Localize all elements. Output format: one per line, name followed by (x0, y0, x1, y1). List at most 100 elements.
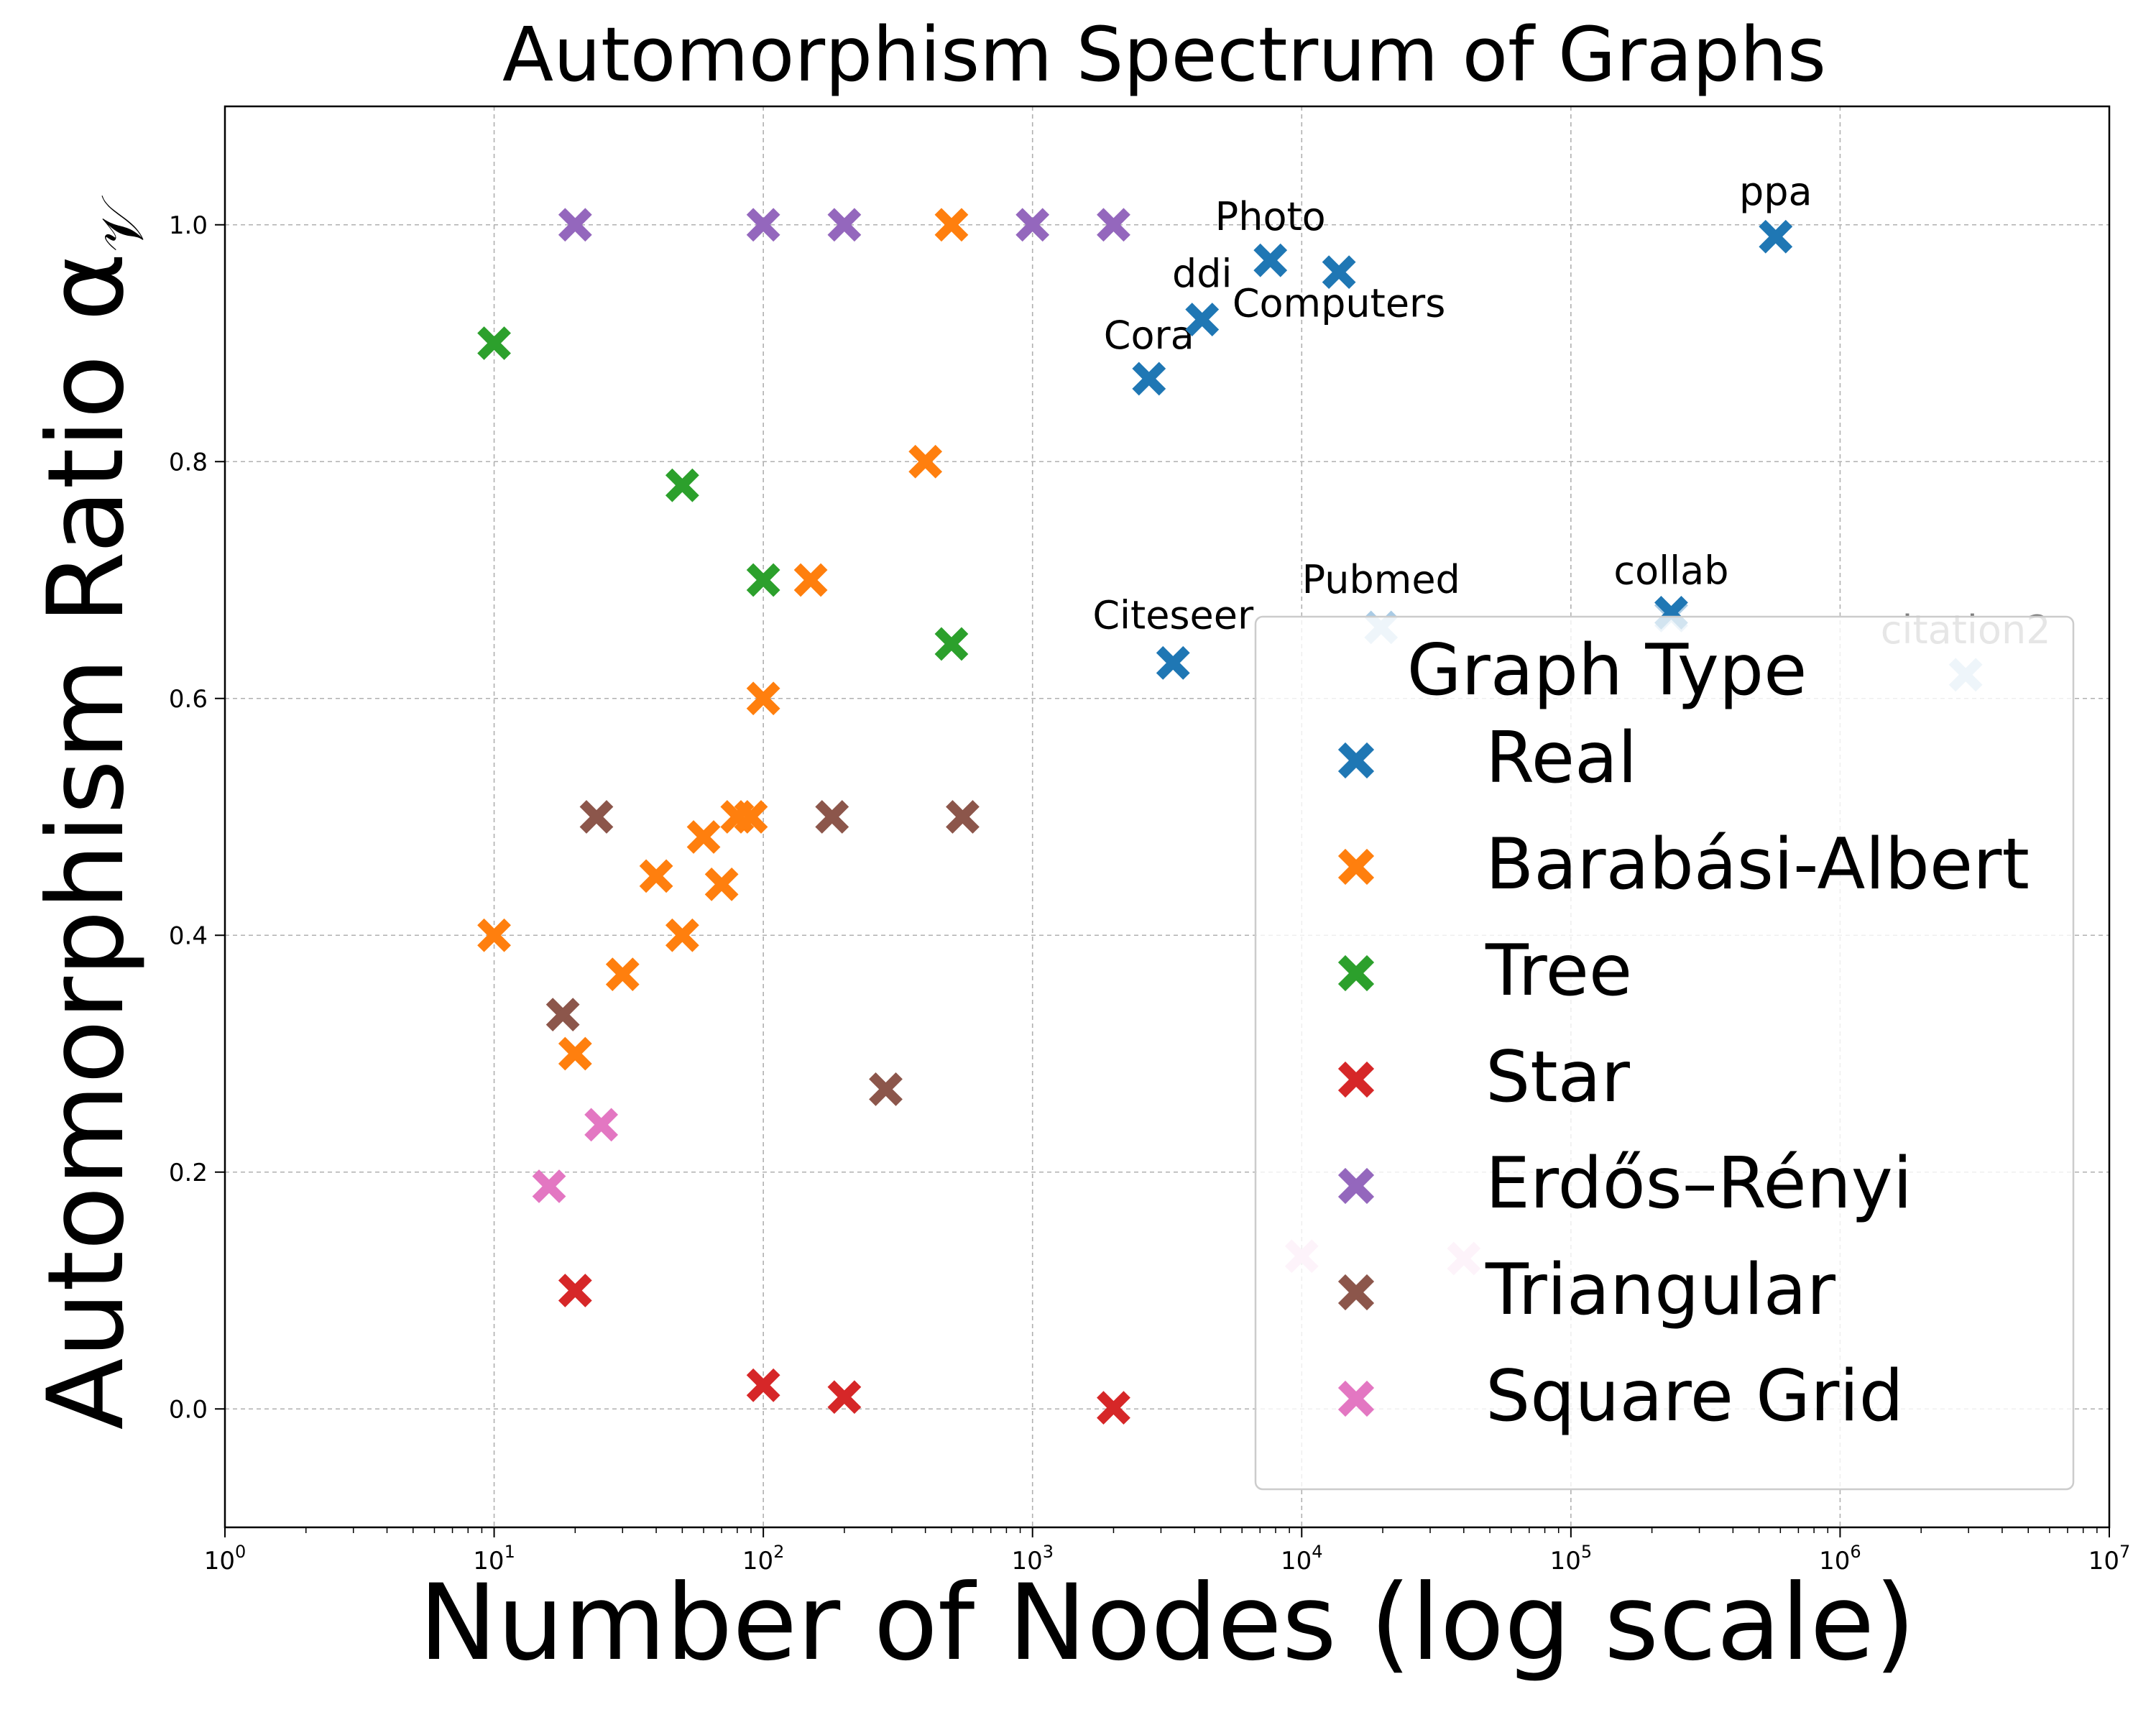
y-axis-ticks: 0.0 0.2 0.4 0.6 0.8 1.0 (169, 211, 225, 1424)
data-point (1253, 243, 1288, 277)
data-point (579, 800, 614, 834)
x-tick-exponent: 6 (1850, 1542, 1861, 1562)
data-point (605, 957, 640, 992)
x-tick-exponent: 4 (1312, 1542, 1322, 1562)
data-point (827, 1380, 862, 1414)
point-annotation: ppa (1739, 169, 1812, 214)
data-point (558, 1274, 592, 1307)
x-tick-label: 105 (1550, 1542, 1593, 1576)
legend-label: Barabási-Albert (1485, 824, 2030, 906)
x-axis-label: Number of Nodes (log scale) (419, 1562, 1916, 1684)
plot-area: 100 101 102 103 104 105 106 107 0.00.20.40.60.8… (169, 105, 2131, 1576)
data-points (477, 208, 1983, 1425)
data-point (1156, 645, 1190, 680)
data-point (558, 208, 592, 242)
y-axis-label-main: Automorphism Ratio α (25, 252, 147, 1430)
point-annotation: Pubmed (1302, 557, 1460, 602)
x-tick-exponent: 1 (505, 1542, 515, 1562)
data-point (793, 563, 828, 597)
x-tick-base: 10 (473, 1547, 504, 1576)
x-tick-exponent: 5 (1581, 1542, 1592, 1562)
data-point (1097, 1391, 1130, 1425)
x-tick-base: 10 (1550, 1547, 1581, 1576)
chart-title: Automorphism Spectrum of Graphs (502, 11, 1826, 98)
x-tick-base: 10 (742, 1547, 773, 1576)
x-tick-base: 10 (2088, 1547, 2119, 1576)
data-point (827, 208, 862, 242)
grid-lines (224, 106, 2110, 1527)
data-point (686, 820, 721, 854)
legend-marker (1337, 954, 1375, 992)
legend-label: Triangular (1485, 1249, 1836, 1331)
y-tick-label: 0.0 (169, 1395, 208, 1424)
y-axis-label: Automorphism Ratio α𝒱 (25, 196, 157, 1430)
x-tick-exponent: 0 (235, 1542, 246, 1562)
data-point (934, 627, 969, 661)
y-tick-label: 1.0 (169, 211, 208, 240)
legend-marker (1337, 742, 1375, 779)
data-point (908, 444, 943, 479)
x-tick-base: 10 (1281, 1547, 1312, 1576)
data-point (477, 918, 511, 952)
legend-item: Square Grid (1337, 1356, 1904, 1438)
data-point (746, 563, 780, 597)
data-point (704, 868, 739, 901)
y-axis-label-subscript: 𝒱 (88, 196, 157, 252)
x-tick-label: 101 (473, 1542, 515, 1576)
plot-frame (224, 105, 2111, 1529)
x-tick-label: 100 (204, 1542, 247, 1576)
x-axis-ticks: 100 101 102 103 104 105 106 107 (204, 1527, 2131, 1576)
point-annotation: Photo (1215, 194, 1326, 239)
legend-label: Tree (1485, 930, 1632, 1012)
legend-marker (1337, 1274, 1375, 1311)
data-point (665, 918, 699, 952)
point-annotation: Cora (1104, 313, 1194, 358)
legend-box (1254, 615, 2075, 1491)
legend-item: Triangular (1337, 1249, 1836, 1331)
data-point (584, 1108, 619, 1142)
data-point (934, 208, 969, 242)
y-tick-label: 0.8 (169, 448, 208, 477)
legend-label: Star (1485, 1036, 1631, 1118)
x-tick-label: 107 (2088, 1542, 2131, 1576)
data-point (545, 998, 580, 1032)
point-annotations: Cora Citeseer ddi Photo Computers Pubmed colla… (1092, 169, 2050, 653)
data-point (1322, 255, 1356, 290)
legend-item: Real (1337, 717, 1637, 799)
data-point (1132, 362, 1166, 396)
point-annotation: collab (1613, 548, 1728, 593)
x-tick-label: 104 (1281, 1542, 1323, 1576)
data-point (639, 859, 673, 893)
y-tick-label: 0.2 (169, 1159, 208, 1187)
x-tick-exponent: 3 (1043, 1542, 1054, 1562)
x-tick-label: 102 (742, 1542, 785, 1576)
data-point (665, 468, 699, 502)
point-annotation: ddi (1172, 252, 1233, 297)
legend-item: Erdős–Rényi (1337, 1143, 1912, 1225)
legend-item: Tree (1337, 930, 1632, 1012)
data-point (1015, 208, 1050, 242)
point-annotation: Citeseer (1092, 592, 1254, 638)
legend-label: Real (1485, 717, 1637, 799)
legend-marker (1337, 1380, 1375, 1417)
x-tick-exponent: 2 (773, 1542, 784, 1562)
legend-marker (1337, 1061, 1375, 1098)
legend-marker (1337, 848, 1375, 886)
x-tick-base: 10 (204, 1547, 235, 1576)
x-tick-label: 106 (1819, 1542, 1861, 1576)
legend-title: Graph Type (1407, 630, 1807, 712)
data-point (946, 800, 980, 834)
y-tick-label: 0.4 (169, 921, 208, 950)
data-point (1185, 303, 1220, 336)
point-annotation: Computers (1233, 281, 1446, 326)
legend-label: Square Grid (1485, 1356, 1904, 1438)
x-tick-label: 103 (1011, 1542, 1054, 1576)
legend-item: Star (1337, 1036, 1631, 1118)
data-point (746, 1368, 780, 1402)
data-point (558, 1036, 592, 1071)
data-point (869, 1072, 903, 1106)
data-point (734, 800, 768, 834)
legend-marker (1337, 1167, 1375, 1205)
